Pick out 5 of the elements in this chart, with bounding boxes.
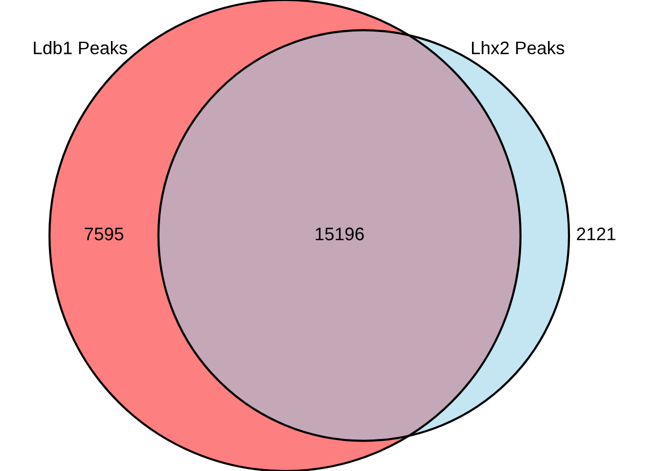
data-label: 7595 bbox=[84, 228, 124, 240]
text: Ldb1 Peaks bbox=[34, 41, 128, 54]
text: Lhx2 Peaks bbox=[472, 41, 564, 54]
data-label: 2121 bbox=[576, 228, 616, 240]
data-label: 15196 bbox=[316, 228, 364, 240]
